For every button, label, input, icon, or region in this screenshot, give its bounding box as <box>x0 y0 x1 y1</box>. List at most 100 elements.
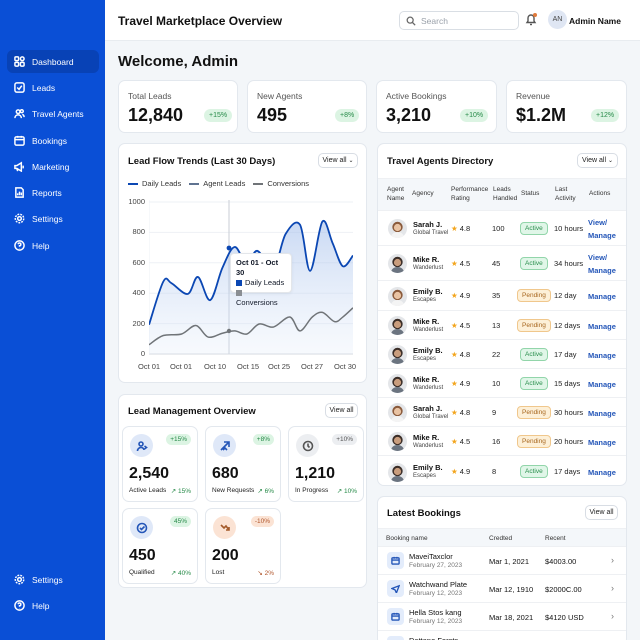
view-all-button[interactable]: View all <box>325 403 358 418</box>
table-row: Mike R. Wanderlust ★ 4.5 16 Pending 20 hours Ma… <box>378 426 626 455</box>
lead-card-lost[interactable]: -10% 200 Lost ↘ 2% <box>205 508 281 584</box>
manage-link[interactable]: Manage <box>588 292 616 301</box>
manage-link[interactable]: Manage <box>588 437 616 447</box>
manage-link[interactable]: View/ Manage <box>588 252 616 275</box>
booking-row[interactable]: Watchwand Plate February 12, 2023 Mar 12, … <box>378 574 626 602</box>
manage-link[interactable]: Manage <box>588 350 616 360</box>
notification-dot <box>533 13 537 17</box>
view-all-button[interactable]: View all ⌄ <box>318 153 358 168</box>
megaphone-icon <box>14 161 25 172</box>
agent-avatar <box>388 432 407 451</box>
sidebar-item-label: Leads <box>32 82 56 93</box>
view-all-label: View all <box>322 157 347 164</box>
sidebar-bottom-settings[interactable]: Settings <box>7 568 99 591</box>
agent-name: Mike R. <box>413 432 440 442</box>
stat-value: 3,210 <box>386 105 432 125</box>
search-input[interactable]: Search <box>399 11 519 30</box>
sidebar-item-label: Settings <box>32 574 63 585</box>
x-tick: Oct 15 <box>237 362 260 371</box>
agent-rating: ★ 4.8 <box>451 349 471 359</box>
sidebar-item-help[interactable]: Help <box>7 234 99 257</box>
chevron-right-icon[interactable]: › <box>611 555 614 565</box>
user-name[interactable]: Admin Name <box>569 16 621 26</box>
lead-card-new-requests[interactable]: +8% 680 New Requests ↗ 6% <box>205 426 281 502</box>
sidebar-item-leads[interactable]: Leads <box>7 76 99 99</box>
lead-card-delta: ↗ 40% <box>170 570 191 577</box>
legend-conversions: Conversions <box>253 179 309 188</box>
column-header: Last Activity <box>555 186 576 202</box>
agent-last-activity: 20 hours <box>554 436 584 446</box>
notification-button[interactable] <box>525 13 537 26</box>
sidebar-item-marketing[interactable]: Marketing <box>7 155 99 178</box>
sidebar-item-dashboard[interactable]: Dashboard <box>7 50 99 73</box>
lead-card-value: 680 <box>212 465 239 482</box>
booking-row[interactable]: MaveiTaxclor February 27, 2023 Mar 1, 2021… <box>378 546 626 574</box>
agents-directory-card: Travel Agents Directory View all ⌄ Agent… <box>377 143 627 486</box>
sidebar-bottom-help[interactable]: Help <box>7 594 99 617</box>
stat-card-revenue: Revenue $1.2M +12% <box>506 80 627 133</box>
agent-rating: ★ 4.9 <box>451 378 471 388</box>
sidebar: Dashboard Leads Travel Agents Bookings M… <box>0 0 105 640</box>
status-badge: Pending <box>517 405 551 419</box>
sidebar-item-label: Marketing <box>32 161 70 172</box>
agent-leads: 22 <box>492 349 501 359</box>
sidebar-item-reports[interactable]: Reports <box>7 181 99 204</box>
manage-link[interactable]: Manage <box>588 468 616 477</box>
sidebar-item-bookings[interactable]: Bookings <box>7 129 99 152</box>
change-badge: +10% <box>332 434 357 445</box>
agent-last-activity: 17 day <box>554 349 577 359</box>
y-tick: 800 <box>132 227 145 236</box>
agent-avatar <box>388 316 407 335</box>
manage-link[interactable]: Manage <box>588 379 616 389</box>
card-title: Lead Flow Trends (Last 30 Days) <box>128 156 276 167</box>
star-icon: ★ <box>451 291 458 300</box>
star-icon: ★ <box>451 223 458 233</box>
lead-card-in-progress[interactable]: +10% 1,210 In Progress ↗ 10% <box>288 426 364 502</box>
lead-card-qualified[interactable]: 45% 450 Qualified ↗ 40% <box>122 508 198 584</box>
checkbox-icon <box>14 82 25 93</box>
sidebar-item-label: Bookings <box>32 135 67 146</box>
column-header: Booking name <box>386 535 428 542</box>
booking-amount: $4003.00 <box>545 557 577 566</box>
x-tick: Oct 25 <box>268 362 291 371</box>
agent-last-activity: 12 day <box>554 291 577 300</box>
agent-last-activity: 12 days <box>554 320 581 330</box>
chevron-right-icon[interactable]: › <box>611 611 614 621</box>
clock-icon <box>296 434 319 457</box>
booking-row[interactable]: Dattane Forsts› <box>378 630 626 640</box>
status-badge: Active <box>520 256 548 270</box>
stat-label: Active Bookings <box>386 91 447 101</box>
table-row: Mike R. Wanderlust ★ 4.9 10 Active 15 days Mana… <box>378 368 626 397</box>
sidebar-item-travel-agents[interactable]: Travel Agents <box>7 102 99 125</box>
table-row: Mike R. Wanderlust ★ 4.5 45 Active 34 hours Vie… <box>378 245 626 280</box>
sidebar-item-label: Help <box>32 600 50 611</box>
chart-legend: Daily Leads Agent Leads Conversions <box>128 179 309 188</box>
manage-link[interactable]: Manage <box>588 408 616 418</box>
lead-card-value: 200 <box>212 547 239 564</box>
agent-rating: ★ 4.8 <box>451 223 471 233</box>
sidebar-item-settings[interactable]: Settings <box>7 207 99 230</box>
x-tick: Oct 01 <box>138 362 161 371</box>
manage-link[interactable]: Manage <box>588 321 616 331</box>
change-badge: +8% <box>335 109 360 122</box>
help-icon <box>14 600 25 611</box>
column-header: Agent Name <box>387 186 405 202</box>
tooltip-title: Oct 01 - Oct 30 <box>236 258 279 277</box>
table-row: Emily B. Escapes ★ 4.8 22 Active 17 day Manage <box>378 339 626 368</box>
booking-amount: $4120 USD <box>545 613 584 622</box>
latest-bookings-card: Latest Bookings View all Booking name Cr… <box>377 496 627 640</box>
avatar[interactable]: AN <box>548 10 567 29</box>
manage-link[interactable]: View/ Manage <box>588 217 616 240</box>
chevron-right-icon[interactable]: › <box>611 583 614 593</box>
check-circle-icon <box>130 516 153 539</box>
lead-card-active-leads[interactable]: +15% 2,540 Active Leads ↗ 15% <box>122 426 198 502</box>
view-all-button[interactable]: View all <box>585 505 618 520</box>
booking-created: Mar 12, 1910 <box>489 585 534 594</box>
view-all-button[interactable]: View all ⌄ <box>577 153 618 168</box>
change-badge: +12% <box>591 109 620 122</box>
change-badge: +10% <box>460 109 489 122</box>
booking-row[interactable]: Hella Stos kang February 12, 2023 Mar 18, … <box>378 602 626 630</box>
agent-leads: 35 <box>492 291 501 300</box>
agent-avatar <box>388 345 407 364</box>
booking-created: Mar 18, 2021 <box>489 613 534 622</box>
